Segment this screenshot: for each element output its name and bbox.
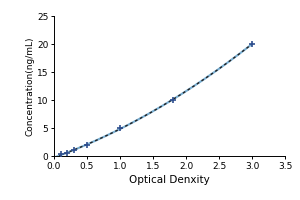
X-axis label: Optical Denxity: Optical Denxity [129, 175, 210, 185]
Y-axis label: Concentration(ng/mL): Concentration(ng/mL) [25, 36, 34, 136]
